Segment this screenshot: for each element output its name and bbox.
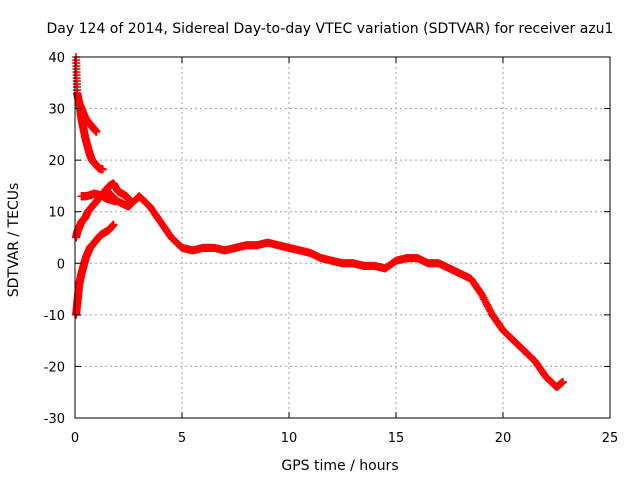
grid-lines (75, 57, 610, 418)
x-tick-label: 25 (602, 431, 619, 446)
y-tick-label: 30 (48, 103, 65, 118)
x-tick-label: 15 (388, 431, 405, 446)
y-tick-label: -20 (44, 360, 65, 375)
x-tick-label: 10 (281, 431, 298, 446)
chart-title: Day 124 of 2014, Sidereal Day-to-day VTE… (47, 21, 614, 37)
series-lower-rise (72, 220, 118, 319)
y-axis-label: SDTVAR / TECUs (6, 183, 22, 298)
x-tick-label: 20 (495, 431, 512, 446)
y-tick-label: -10 (44, 309, 65, 324)
y-tick-label: -30 (44, 412, 65, 427)
plot-frame (74, 56, 611, 419)
y-tick-label: 20 (48, 154, 65, 169)
data-point-marker (98, 165, 107, 174)
y-tick-label: 0 (57, 257, 65, 272)
data-point-marker (109, 220, 118, 229)
y-tick-label: 10 (48, 206, 65, 221)
series-main-trace (103, 187, 567, 392)
data-points (72, 53, 567, 392)
x-axis-label: GPS time / hours (281, 458, 398, 474)
series-second-decay (75, 99, 107, 174)
axis-ticks: 0 5 10 15 20 25 -30 -20 -10 0 10 20 30 40 (44, 51, 619, 446)
x-tick-label: 5 (178, 431, 186, 446)
y-tick-label: 40 (48, 51, 65, 66)
data-point-marker (558, 377, 567, 386)
data-point-marker (92, 127, 101, 136)
series-rising-branch (72, 179, 135, 242)
x-tick-label: 0 (71, 431, 79, 446)
